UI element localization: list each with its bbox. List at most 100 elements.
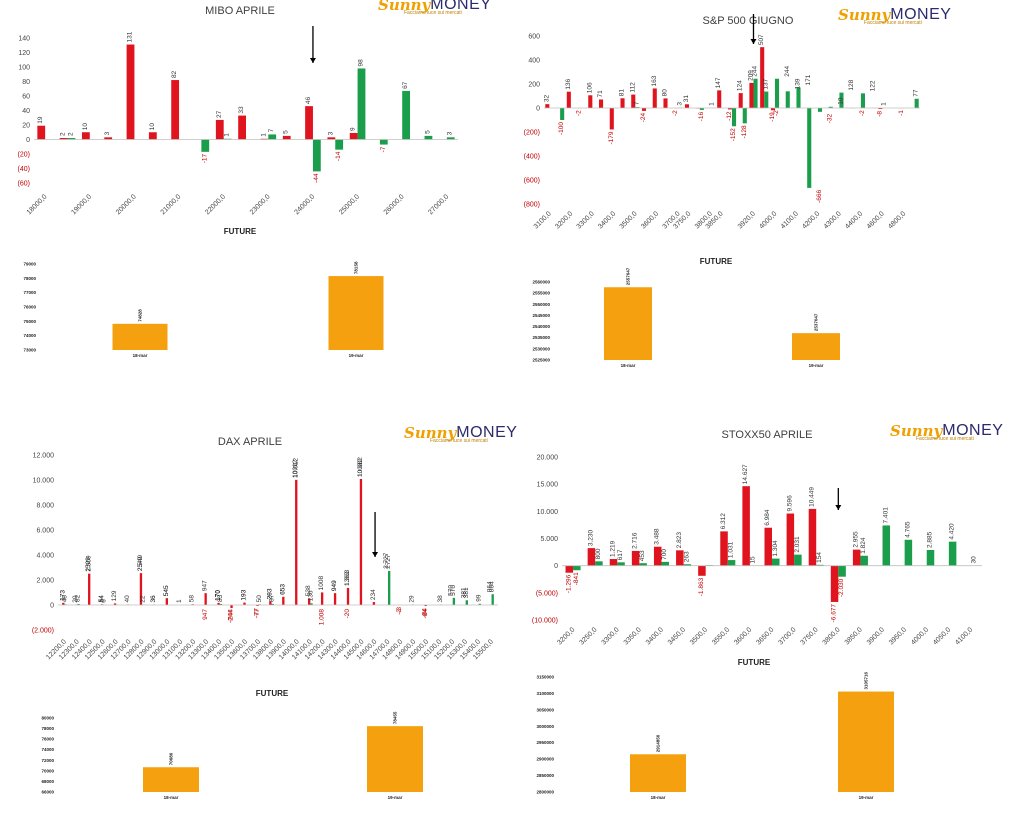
call-bar <box>59 138 68 140</box>
data-label: 9 <box>350 127 357 131</box>
x-tick-label: 3500,0 <box>689 626 709 646</box>
data-label: 949 <box>331 580 338 591</box>
data-label: 3 <box>327 131 334 135</box>
call-bar <box>372 602 376 605</box>
mibo-future-svg: FUTURE 73000 74000 75000 76000 77000 78000 7900… <box>23 227 384 358</box>
x-tick-label: 3300,0 <box>576 210 596 230</box>
x-tick-label: 18000,0 <box>26 193 49 216</box>
future-bar <box>630 754 686 792</box>
x-tick-label: 24000,0 <box>294 193 317 216</box>
logo-tagline: Facciamo luce sui mercati <box>864 20 922 26</box>
future-date-label: 19-mar <box>349 353 364 358</box>
data-label: 1.031 <box>728 541 735 558</box>
data-label: 87 <box>269 594 276 602</box>
data-label: 1008 <box>318 576 325 591</box>
data-label: 2.727 <box>383 552 390 569</box>
data-label: 453 <box>639 550 646 561</box>
data-label: 193 <box>241 589 248 600</box>
call-bar <box>243 602 246 605</box>
call-bar <box>282 135 291 140</box>
put-bar <box>560 108 565 120</box>
y-tick-label: 40 <box>22 108 30 115</box>
call-bar <box>305 106 313 140</box>
y-tick-label: 2560000 <box>532 280 550 285</box>
data-label: 15 <box>750 556 757 564</box>
data-label: 3 <box>676 102 683 106</box>
y-tick-label: (2.000) <box>32 628 54 635</box>
call-bar <box>609 559 618 566</box>
x-tick-label: 4050,0 <box>932 626 952 646</box>
data-label: -32 <box>827 113 834 123</box>
put-bar <box>446 137 455 140</box>
x-tick-label: 3350,0 <box>623 626 643 646</box>
x-tick-label: 22000,0 <box>204 193 227 216</box>
data-label: 1 <box>709 102 716 106</box>
data-label: 653 <box>279 584 286 595</box>
put-bar <box>661 561 669 566</box>
logo-word: MONEY <box>942 422 1004 439</box>
data-label: 293 <box>266 588 273 599</box>
data-label: 77 <box>913 89 920 97</box>
data-label: 2.031 <box>794 536 801 553</box>
data-label: 171 <box>805 74 812 85</box>
mibo-svg: MIBO APRILE(60)(40)(20)02040608010012014… <box>18 5 458 216</box>
data-label: 112 <box>629 82 636 93</box>
y-tick-label: 2.000 <box>36 578 54 585</box>
mibo-options-chart: MIBO APRILE (60) (40) (20) 0 20 40 60 80 100 120 14… <box>0 0 512 250</box>
call-bar <box>749 82 754 108</box>
data-label: 5 <box>283 130 290 134</box>
call-bar <box>786 513 795 566</box>
data-label: -16 <box>698 112 705 122</box>
call-bar <box>126 44 135 140</box>
call-bar <box>215 119 224 140</box>
x-tick-label: 3800,0 <box>822 626 842 646</box>
data-label: -14 <box>335 151 342 161</box>
put-bar <box>914 98 919 108</box>
future-value-label: 2914856 <box>656 734 661 752</box>
dax-future-svg: FUTURE 66000 68000 70000 72000 74000 76000 7800… <box>41 689 423 800</box>
data-label: 209 <box>747 70 754 81</box>
y-tick-label: 5.000 <box>540 536 558 543</box>
put-bar <box>424 135 433 140</box>
data-label: -6.677 <box>831 604 838 623</box>
data-label: 947 <box>202 580 209 591</box>
call-bar <box>148 132 157 140</box>
data-label: 3 <box>447 131 454 135</box>
y-tick-label: 2850000 <box>536 773 554 778</box>
data-label: 2549 <box>137 556 144 571</box>
put-bar <box>77 603 80 605</box>
put-bar <box>753 78 758 108</box>
future-bar <box>143 767 199 792</box>
put-bar <box>816 564 824 566</box>
stoxx50-future-chart: FUTURE 2800000 2850000 2900000 2950000 300000… <box>512 655 1024 835</box>
logo-word: MONEY <box>430 0 492 13</box>
data-label: 71 <box>597 90 604 98</box>
put-bar <box>271 603 274 605</box>
data-label: 129 <box>111 590 118 601</box>
data-label: 83 <box>217 594 224 602</box>
data-label: 32 <box>543 95 550 103</box>
call-bar <box>295 479 298 605</box>
data-label: 139 <box>794 78 801 89</box>
x-tick-label: 3200,0 <box>556 626 576 646</box>
put-bar <box>839 92 844 108</box>
put-bar <box>732 108 737 127</box>
put-bar <box>860 555 868 566</box>
call-bar <box>720 531 728 566</box>
put-bar <box>491 594 494 605</box>
data-label: -100 <box>558 122 565 135</box>
x-tick-label: 3250,0 <box>578 626 598 646</box>
y-tick-label: 100 <box>18 65 30 72</box>
put-bar <box>465 600 468 605</box>
chart-title: DAX APRILE <box>218 436 282 448</box>
data-label: 507 <box>758 34 765 45</box>
data-label: 170 <box>215 590 222 601</box>
x-tick-label: 3920,0 <box>737 210 757 230</box>
put-bar <box>67 138 76 140</box>
put-bar <box>639 563 647 566</box>
call-bar <box>88 573 91 605</box>
y-tick-label: 3000000 <box>536 724 554 729</box>
data-label: 20 <box>72 595 79 603</box>
data-label: 10 <box>149 123 156 131</box>
y-tick-label: 80 <box>22 79 30 86</box>
